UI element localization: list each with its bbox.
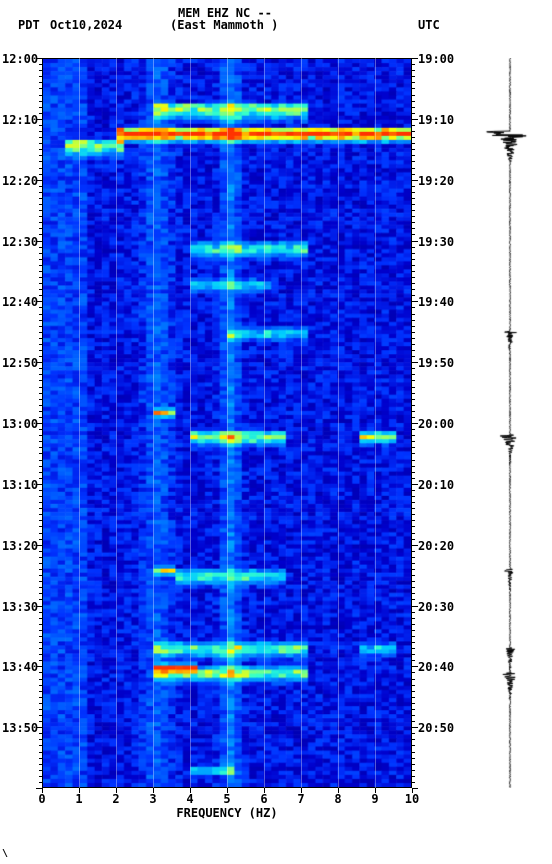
spectrogram-plot	[42, 58, 412, 788]
y-left-tick: 12:50	[0, 356, 42, 370]
y-left-tick: 12:40	[0, 295, 42, 309]
x-tick: 3	[149, 792, 156, 806]
seismogram-plot	[480, 58, 540, 788]
y-right-tick: 19:50	[412, 356, 462, 370]
y-left-tick: 13:10	[0, 478, 42, 492]
chart-container: PDT Oct10,2024 MEM EHZ NC -- (East Mammo…	[0, 0, 552, 864]
date-label: Oct10,2024	[50, 18, 122, 32]
y-left-tick: 13:50	[0, 721, 42, 735]
y-left-tick: 13:30	[0, 600, 42, 614]
y-right-axis: 19:0019:1019:2019:3019:4019:5020:0020:10…	[412, 58, 462, 788]
x-tick: 8	[334, 792, 341, 806]
tz-left-label: PDT	[18, 18, 40, 32]
y-right-tick: 19:10	[412, 113, 462, 127]
y-right-tick: 19:30	[412, 235, 462, 249]
y-right-tick: 20:30	[412, 600, 462, 614]
spectrogram-canvas	[43, 59, 411, 787]
seismogram-canvas	[480, 58, 540, 788]
x-tick: 7	[297, 792, 304, 806]
y-left-tick: 13:20	[0, 539, 42, 553]
y-left-tick: 13:40	[0, 660, 42, 674]
y-right-tick: 20:40	[412, 660, 462, 674]
y-left-tick: 12:10	[0, 113, 42, 127]
y-left-tick: 12:30	[0, 235, 42, 249]
x-tick: 1	[75, 792, 82, 806]
x-tick: 5	[223, 792, 230, 806]
y-left-tick: 12:20	[0, 174, 42, 188]
x-tick: 2	[112, 792, 119, 806]
y-right-tick: 20:20	[412, 539, 462, 553]
x-tick: 4	[186, 792, 193, 806]
y-right-tick: 19:00	[412, 52, 462, 66]
y-left-tick: 12:00	[0, 52, 42, 66]
y-left-tick: 13:00	[0, 417, 42, 431]
tz-right-label: UTC	[418, 18, 440, 32]
x-tick: 9	[371, 792, 378, 806]
y-right-tick: 20:00	[412, 417, 462, 431]
y-right-tick: 20:10	[412, 478, 462, 492]
x-tick: 10	[405, 792, 419, 806]
y-right-tick: 19:20	[412, 174, 462, 188]
footer-mark: \	[2, 848, 8, 859]
y-right-tick: 20:50	[412, 721, 462, 735]
y-right-tick: 19:40	[412, 295, 462, 309]
location-label: (East Mammoth )	[170, 18, 278, 32]
x-tick: 6	[260, 792, 267, 806]
x-tick: 0	[38, 792, 45, 806]
x-axis-label: FREQUENCY (HZ)	[42, 806, 412, 820]
